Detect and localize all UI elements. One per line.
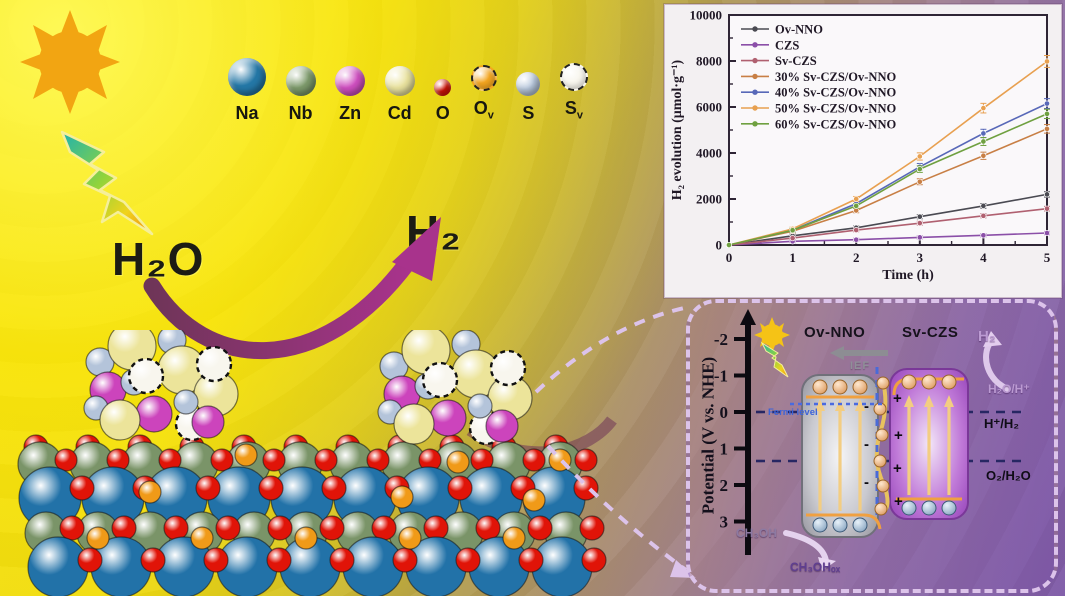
fermi-level-label: Fermi level [768, 407, 818, 418]
svg-text:-1: -1 [714, 367, 728, 386]
svg-text:2: 2 [720, 476, 729, 495]
svg-text:1: 1 [789, 250, 796, 265]
svg-text:Ov-NNO: Ov-NNO [775, 23, 823, 37]
h2-evolution-chart: 0 2000 4000 6000 8000 10000 0 1 2 3 4 5 Ov-NNO CZS Sv-… [664, 4, 1062, 298]
svg-text:3: 3 [720, 513, 729, 532]
small-sun-icon [754, 317, 790, 378]
svg-text:50% Sv-CZS/Ov-NNO: 50% Sv-CZS/Ov-NNO [775, 102, 896, 116]
atom-symbol: Cd [387, 103, 412, 123]
oxygen-sphere-icon [434, 79, 452, 96]
svg-text:0: 0 [720, 403, 729, 422]
svg-text:2: 2 [853, 250, 860, 265]
svg-text:Sv-CZS: Sv-CZS [775, 54, 817, 68]
sulfur-vacancy-sphere-icon [559, 63, 588, 92]
atom-symbol: O [435, 103, 450, 123]
svg-text:2000: 2000 [696, 192, 722, 207]
band-diagram-graphics: -2 -1 0 1 2 3 [714, 309, 1028, 571]
atom-legend: Na Nb Zn Cd O Ov S Sv [228, 30, 588, 122]
svg-text:5: 5 [1044, 250, 1051, 265]
oxygen-vacancy-sphere-icon [470, 65, 497, 92]
atom-symbol: Na [235, 103, 259, 123]
atom-legend-item-oxygen: O [434, 30, 452, 123]
svg-text:Time (h): Time (h) [882, 268, 934, 283]
svg-text:10000: 10000 [690, 8, 723, 23]
zinc-sphere-icon [335, 66, 366, 96]
svg-text:0: 0 [716, 238, 723, 253]
svg-text:40% Sv-CZS/Ov-NNO: 40% Sv-CZS/Ov-NNO [775, 86, 896, 100]
niobium-sphere-icon [285, 66, 316, 96]
atom-legend-item-niobium: Nb [285, 30, 316, 123]
crystal-structure [17, 330, 607, 596]
atom-symbol: S [522, 103, 535, 123]
h-h2-redox-label: H⁺/H₂ [984, 416, 1020, 431]
svg-text:1: 1 [720, 440, 729, 459]
ch3oh-label: CH₃OH [736, 526, 777, 540]
svg-text:H₂ evolution (μmol·g⁻¹): H₂ evolution (μmol·g⁻¹) [670, 59, 685, 200]
svg-text:-: - [864, 436, 869, 453]
svg-text:+: + [893, 460, 902, 477]
atom-symbol: Zn [339, 103, 362, 123]
sulfur-sphere-icon [516, 72, 541, 96]
atom-legend-item-zinc: Zn [335, 30, 366, 123]
lightning-bolt-icon [60, 130, 154, 236]
svg-text:-: - [864, 474, 869, 491]
ovnno-bar-label: Ov-NNO [804, 324, 866, 341]
atom-symbol: Ov [473, 98, 494, 122]
svg-text:30% Sv-CZS/Ov-NNO: 30% Sv-CZS/Ov-NNO [775, 70, 896, 84]
potential-axis-label: Potential (V vs. NHE) [698, 356, 718, 515]
sodium-sphere-icon [228, 58, 266, 96]
cadmium-sphere-icon [384, 66, 415, 96]
svg-text:60% Sv-CZS/Ov-NNO: 60% Sv-CZS/Ov-NNO [775, 117, 896, 131]
atom-legend-item-sulfur: S [516, 30, 541, 123]
svg-text:+: + [894, 493, 903, 510]
atom-legend-item-cadmium: Cd [384, 30, 415, 123]
h2o-hplus-label: H₂O/H⁺ [988, 382, 1030, 396]
o2-h2o-redox-label: O₂/H₂O [986, 468, 1031, 483]
atom-symbol: Sv [564, 98, 583, 122]
svg-text:4: 4 [980, 250, 987, 265]
svg-text:-2: -2 [714, 330, 728, 349]
atom-legend-item-sodium: Na [228, 30, 266, 122]
h2o-label: H₂O [112, 233, 205, 285]
atom-symbol: Nb [288, 103, 313, 123]
atom-legend-item-oxygen-vacancy: Ov [470, 30, 497, 122]
sun-icon [20, 10, 120, 114]
svg-text:0: 0 [726, 250, 733, 265]
atom-legend-item-sulfur-vacancy: Sv [559, 30, 588, 122]
svg-text:8000: 8000 [696, 54, 722, 69]
band-diagram-panel: -2 -1 0 1 2 3 [686, 299, 1058, 593]
svg-text:-: - [864, 398, 869, 415]
svczs-bar-label: Sv-CZS [902, 324, 959, 341]
ch3oh-ox-label: CH₃OHₒₓ [790, 560, 841, 574]
svg-text:CZS: CZS [775, 38, 799, 52]
svg-text:3: 3 [917, 250, 924, 265]
ief-label: IEF [850, 360, 871, 372]
svg-text:+: + [894, 427, 903, 444]
svg-text:6000: 6000 [696, 100, 722, 115]
svg-text:+: + [893, 390, 902, 407]
svg-text:4000: 4000 [696, 146, 722, 161]
h2-gas-label: H₂ [978, 328, 996, 345]
